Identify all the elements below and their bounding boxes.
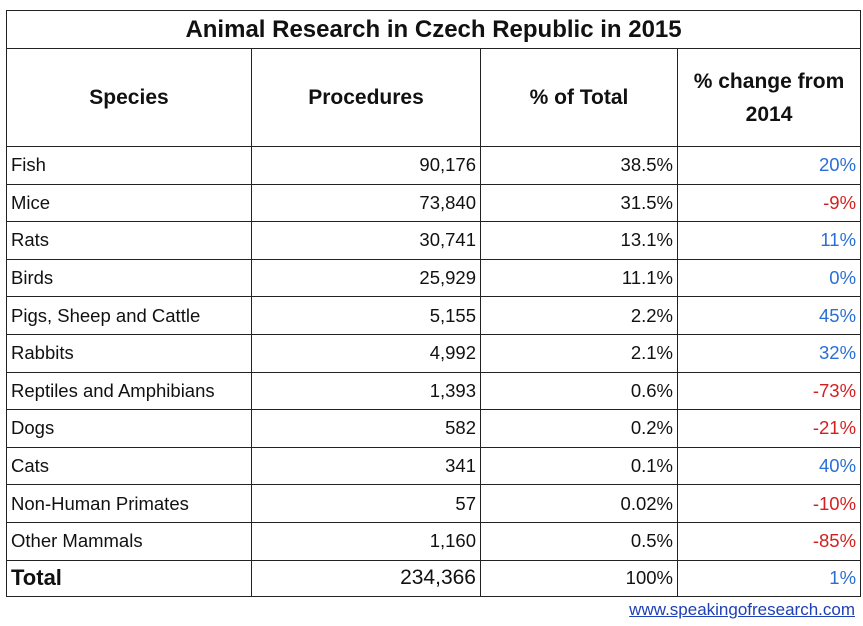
- procedures-cell: 582: [251, 409, 481, 448]
- procedures-cell: 30,741: [251, 221, 481, 260]
- change-cell: 32%: [676, 333, 862, 373]
- species-cell: Pigs, Sheep and Cattle: [6, 296, 252, 335]
- table-row: Birds 25,929 11.1% 0%: [6, 258, 862, 298]
- total-row: Total 234,366 100% 1%: [6, 559, 862, 597]
- animal-research-table: Animal Research in Czech Republic in 201…: [5, 10, 862, 597]
- pct-total-cell: 38.5%: [480, 146, 678, 185]
- change-cell: -9%: [676, 183, 862, 223]
- total-label: Total: [6, 559, 252, 597]
- total-procedures: 234,366: [251, 559, 481, 597]
- table-title: Animal Research in Czech Republic in 201…: [5, 10, 862, 49]
- species-cell: Birds: [6, 258, 252, 298]
- change-cell: 45%: [676, 296, 862, 335]
- table-row: Pigs, Sheep and Cattle 5,155 2.2% 45%: [6, 296, 862, 335]
- header-pct-total: % of Total: [480, 48, 678, 147]
- procedures-cell: 90,176: [251, 146, 481, 185]
- species-cell: Mice: [6, 183, 252, 223]
- pct-total-cell: 2.1%: [480, 333, 678, 373]
- table-row: Non-Human Primates 57 0.02% -10%: [6, 484, 862, 523]
- source-link[interactable]: www.speakingofresearch.com: [629, 600, 855, 619]
- change-cell: 20%: [676, 146, 862, 185]
- change-cell: -10%: [676, 484, 862, 523]
- procedures-cell: 5,155: [251, 296, 481, 335]
- change-cell: -73%: [676, 371, 862, 411]
- table-row: Fish 90,176 38.5% 20%: [6, 146, 862, 185]
- procedures-cell: 73,840: [251, 183, 481, 223]
- pct-total-cell: 0.02%: [480, 484, 678, 523]
- species-cell: Dogs: [6, 409, 252, 448]
- change-cell: 11%: [676, 221, 862, 260]
- species-cell: Rabbits: [6, 333, 252, 373]
- species-cell: Cats: [6, 446, 252, 486]
- pct-total-cell: 0.2%: [480, 409, 678, 448]
- pct-total-cell: 11.1%: [480, 258, 678, 298]
- species-cell: Reptiles and Amphibians: [6, 371, 252, 411]
- total-pct-total: 100%: [480, 559, 678, 597]
- pct-total-cell: 0.1%: [480, 446, 678, 486]
- procedures-cell: 341: [251, 446, 481, 486]
- pct-total-cell: 0.5%: [480, 521, 678, 561]
- header-pct-change: % change from 2014: [676, 48, 862, 147]
- species-cell: Rats: [6, 221, 252, 260]
- procedures-cell: 1,160: [251, 521, 481, 561]
- change-cell: -21%: [676, 409, 862, 448]
- table-row: Dogs 582 0.2% -21%: [6, 409, 862, 448]
- procedures-cell: 57: [251, 484, 481, 523]
- table-row: Rats 30,741 13.1% 11%: [6, 221, 862, 260]
- species-cell: Other Mammals: [6, 521, 252, 561]
- procedures-cell: 1,393: [251, 371, 481, 411]
- total-change: 1%: [676, 559, 862, 597]
- table-row: Reptiles and Amphibians 1,393 0.6% -73%: [6, 371, 862, 411]
- table-row: Rabbits 4,992 2.1% 32%: [6, 333, 862, 373]
- species-cell: Non-Human Primates: [6, 484, 252, 523]
- table-row: Cats 341 0.1% 40%: [6, 446, 862, 486]
- header-species: Species: [6, 48, 252, 147]
- change-cell: 0%: [676, 258, 862, 298]
- procedures-cell: 4,992: [251, 333, 481, 373]
- header-procedures: Procedures: [251, 48, 481, 147]
- pct-total-cell: 31.5%: [480, 183, 678, 223]
- change-cell: -85%: [676, 521, 862, 561]
- pct-total-cell: 2.2%: [480, 296, 678, 335]
- table-row: Mice 73,840 31.5% -9%: [6, 183, 862, 223]
- table-row: Other Mammals 1,160 0.5% -85%: [6, 521, 862, 561]
- change-cell: 40%: [676, 446, 862, 486]
- procedures-cell: 25,929: [251, 258, 481, 298]
- pct-total-cell: 0.6%: [480, 371, 678, 411]
- species-cell: Fish: [6, 146, 252, 185]
- pct-total-cell: 13.1%: [480, 221, 678, 260]
